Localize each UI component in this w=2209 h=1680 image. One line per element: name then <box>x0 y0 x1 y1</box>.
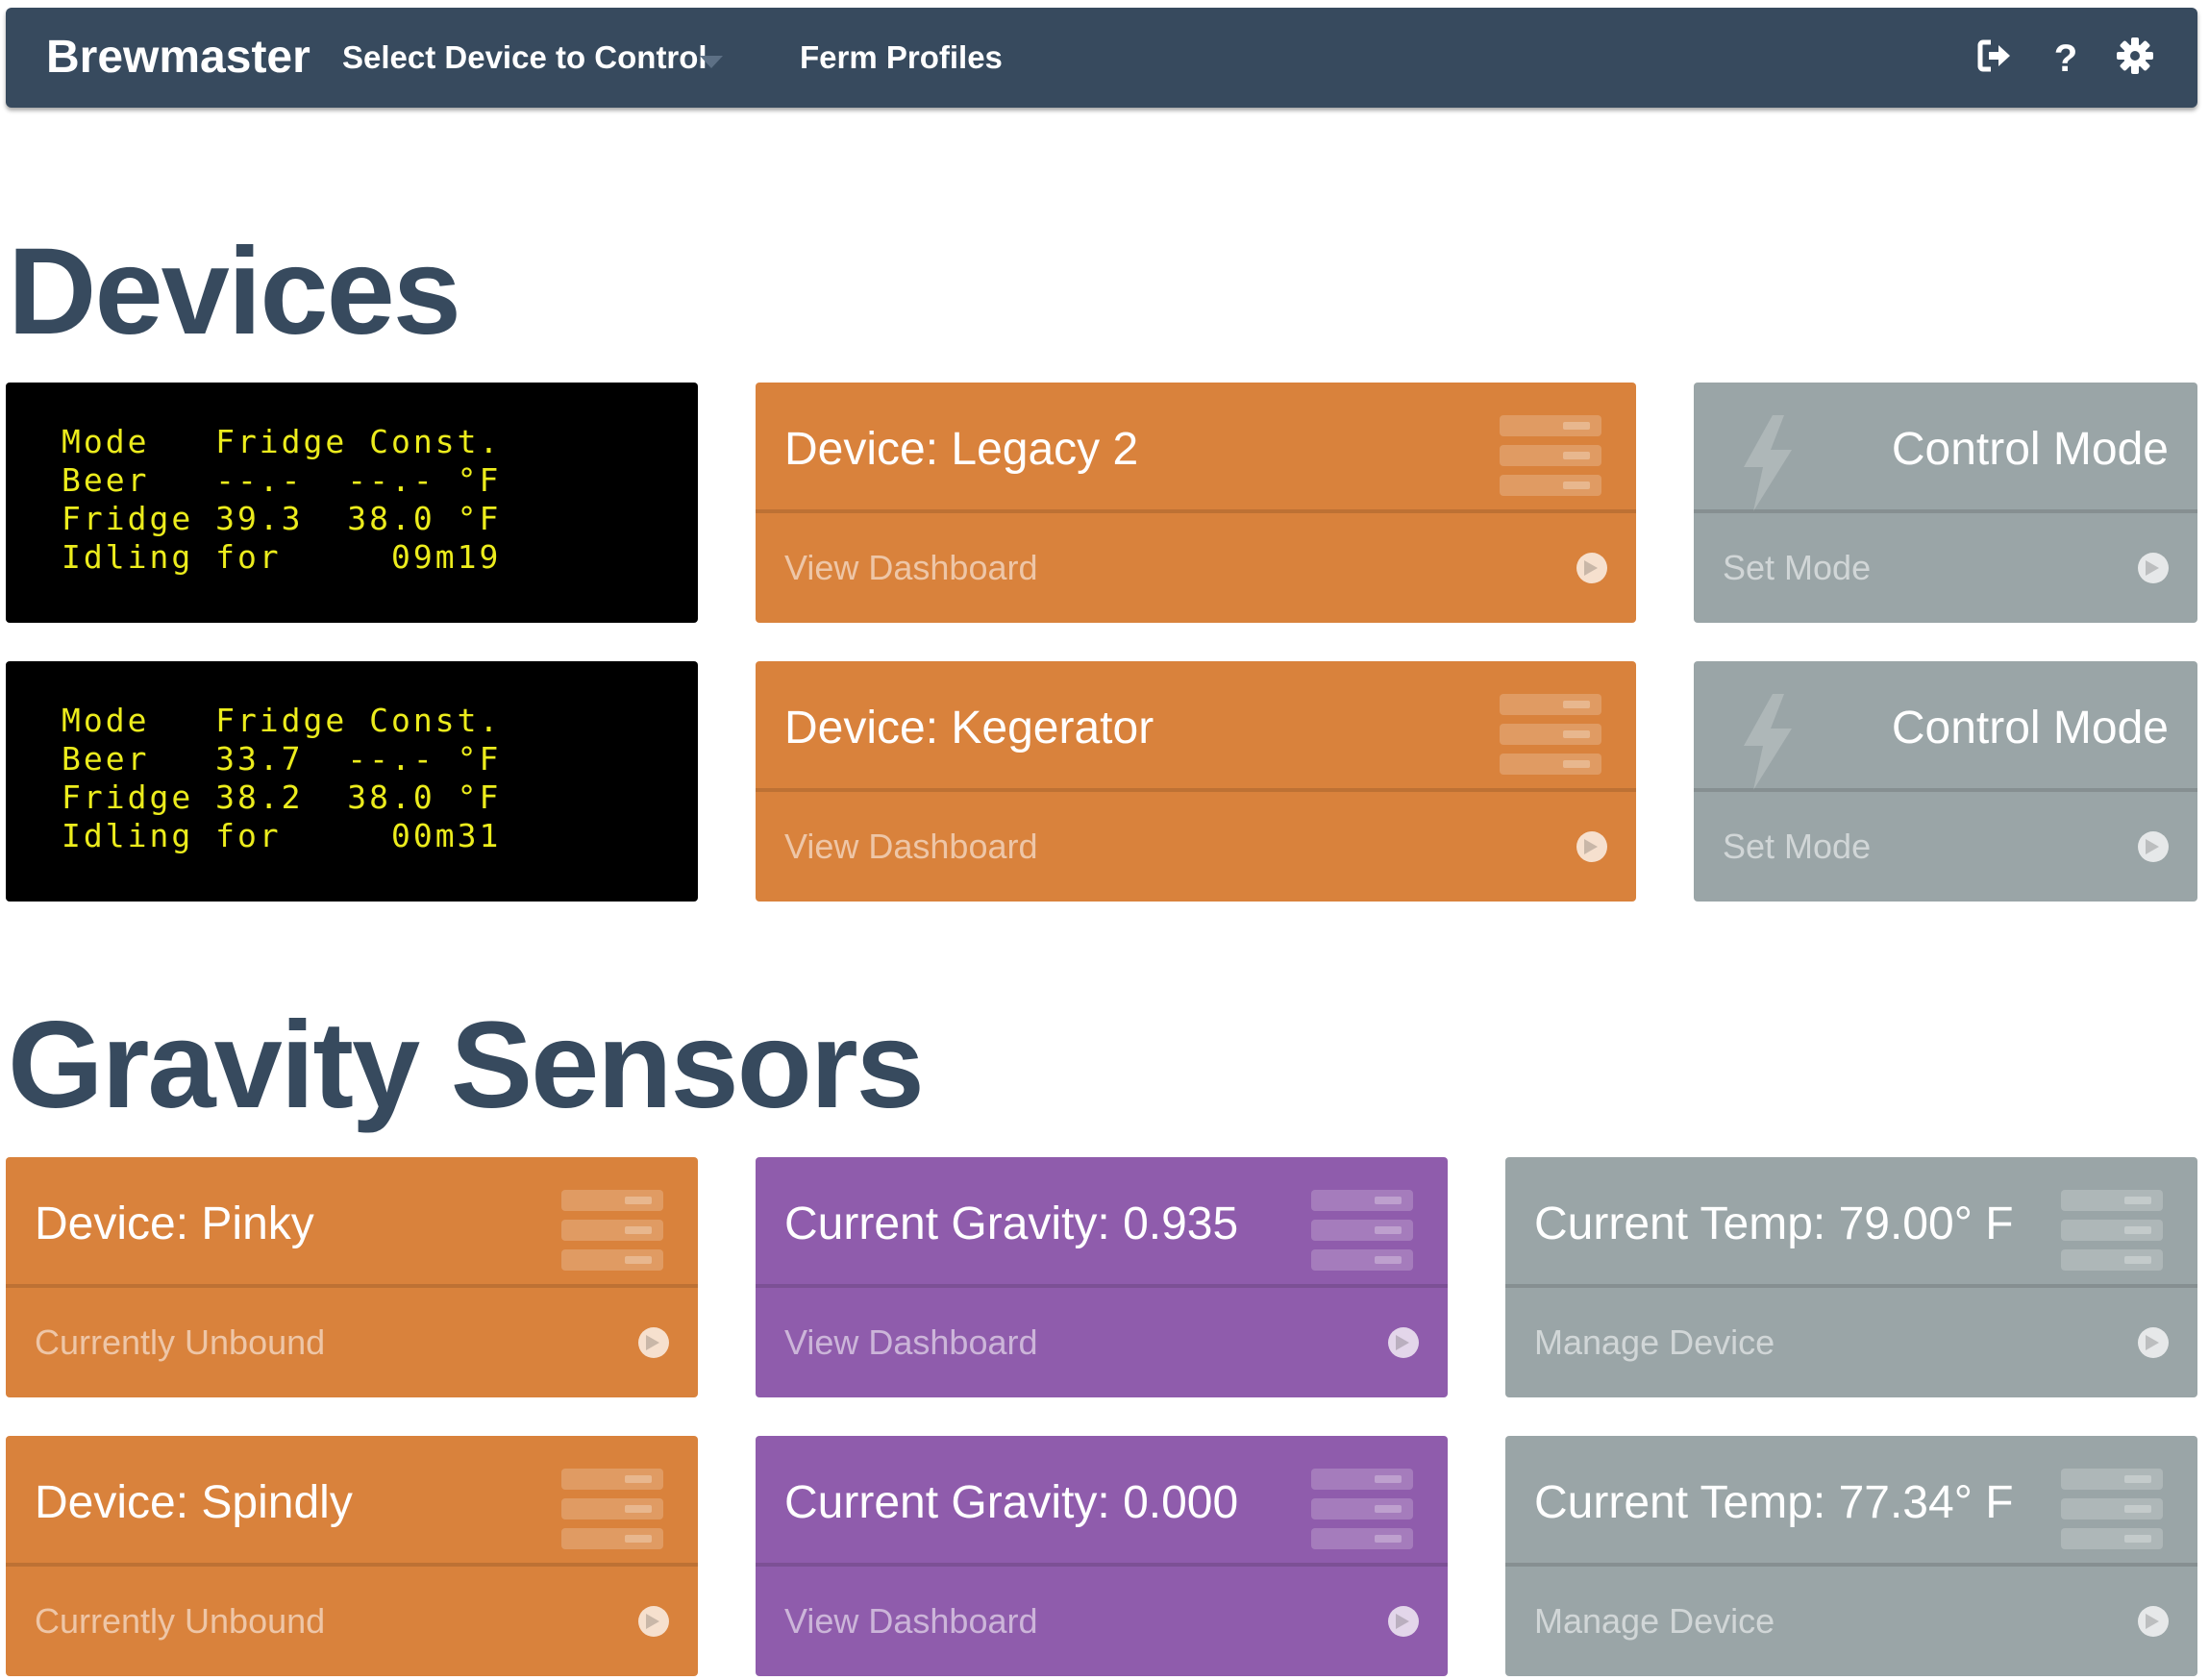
arrow-circle-right-icon <box>1576 553 1607 583</box>
panel-heading: Current Gravity: 0.935 <box>756 1157 1448 1288</box>
devices-heading: Devices <box>8 223 461 360</box>
set-mode-link[interactable]: Set Mode <box>1694 792 2197 902</box>
arrow-circle-right-icon <box>2138 1606 2169 1637</box>
sign-out-icon[interactable] <box>1973 37 2017 81</box>
panel-heading: Device: Legacy 2 <box>756 383 1636 513</box>
device-title: Device: Kegerator <box>784 703 1154 754</box>
server-icon <box>561 1469 663 1549</box>
link-label: Manage Device <box>1534 1322 1775 1362</box>
control-mode-panel: Control Mode Set Mode <box>1694 383 2197 623</box>
view-dashboard-link[interactable]: View Dashboard <box>756 513 1636 623</box>
current-temp-title: Current Temp: 79.00° F <box>1534 1198 2014 1249</box>
gravity-panel: Current Gravity: 0.000 View Dashboard <box>756 1436 1448 1676</box>
panel-heading: Current Temp: 77.34° F <box>1505 1436 2197 1567</box>
sensor-device-title: Device: Pinky <box>35 1198 314 1249</box>
panel-heading: Device: Spindly <box>6 1436 698 1567</box>
link-label: View Dashboard <box>784 548 1038 587</box>
arrow-circle-right-icon <box>2138 1327 2169 1358</box>
server-icon <box>1311 1469 1413 1549</box>
panel-heading: Control Mode <box>1694 661 2197 792</box>
server-icon <box>1311 1190 1413 1271</box>
server-icon <box>2061 1469 2163 1549</box>
currently-unbound-link[interactable]: Currently Unbound <box>6 1567 698 1676</box>
server-icon <box>561 1190 663 1271</box>
sensor-device-title: Device: Spindly <box>35 1477 353 1528</box>
lcd-display: Mode Fridge Const. Beer 33.7 --.- °F Fri… <box>6 661 698 902</box>
panel-heading: Control Mode <box>1694 383 2197 513</box>
current-gravity-title: Current Gravity: 0.000 <box>784 1477 1239 1528</box>
question-icon[interactable]: ? <box>2053 37 2078 80</box>
device-panel: Device: Legacy 2 View Dashboard <box>756 383 1636 623</box>
control-mode-title: Control Mode <box>1891 703 2169 754</box>
arrow-circle-right-icon <box>1388 1606 1419 1637</box>
lcd-line: Beer 33.7 --.- °F <box>62 740 502 778</box>
view-dashboard-link[interactable]: View Dashboard <box>756 792 1636 902</box>
arrow-circle-right-icon <box>2138 831 2169 862</box>
device-panel: Device: Kegerator View Dashboard <box>756 661 1636 902</box>
panel-heading: Current Temp: 79.00° F <box>1505 1157 2197 1288</box>
arrow-circle-right-icon <box>1388 1327 1419 1358</box>
panel-heading: Device: Pinky <box>6 1157 698 1288</box>
arrow-circle-right-icon <box>638 1606 669 1637</box>
temperature-panel: Current Temp: 77.34° F Manage Device <box>1505 1436 2197 1676</box>
lcd-line: Fridge 39.3 38.0 °F <box>62 500 502 537</box>
set-mode-link[interactable]: Set Mode <box>1694 513 2197 623</box>
sensor-device-panel: Device: Pinky Currently Unbound <box>6 1157 698 1397</box>
lightning-bolt-icon <box>1744 415 1792 511</box>
lightning-bolt-icon <box>1744 694 1792 790</box>
gear-icon[interactable] <box>2113 37 2157 81</box>
link-label: View Dashboard <box>784 827 1038 866</box>
brand-logo[interactable]: Brewmaster <box>46 32 310 83</box>
lcd-line: Idling for 09m19 <box>62 538 502 576</box>
sensor-device-panel: Device: Spindly Currently Unbound <box>6 1436 698 1676</box>
gravity-panel: Current Gravity: 0.935 View Dashboard <box>756 1157 1448 1397</box>
link-label: View Dashboard <box>784 1601 1038 1641</box>
link-label: Set Mode <box>1723 548 1872 587</box>
lcd-line: Idling for 00m31 <box>62 817 502 854</box>
currently-unbound-link[interactable]: Currently Unbound <box>6 1288 698 1397</box>
manage-device-link[interactable]: Manage Device <box>1505 1288 2197 1397</box>
link-label: Currently Unbound <box>35 1322 326 1362</box>
view-dashboard-link[interactable]: View Dashboard <box>756 1567 1448 1676</box>
link-label: Currently Unbound <box>35 1601 326 1641</box>
current-temp-title: Current Temp: 77.34° F <box>1534 1477 2014 1528</box>
link-label: Set Mode <box>1723 827 1872 866</box>
lcd-line: Beer --.- --.- °F <box>62 461 502 499</box>
control-mode-title: Control Mode <box>1891 424 2169 475</box>
panel-heading: Current Gravity: 0.000 <box>756 1436 1448 1567</box>
panel-heading: Device: Kegerator <box>756 661 1636 792</box>
gravity-sensors-heading: Gravity Sensors <box>8 997 925 1134</box>
arrow-circle-right-icon <box>638 1327 669 1358</box>
link-label: Manage Device <box>1534 1601 1775 1641</box>
server-icon <box>2061 1190 2163 1271</box>
link-label: View Dashboard <box>784 1322 1038 1362</box>
arrow-circle-right-icon <box>1576 831 1607 862</box>
ferm-profiles-link[interactable]: Ferm Profiles <box>800 39 1003 75</box>
top-navbar: Brewmaster Select Device to Control Ferm… <box>6 8 2197 108</box>
current-gravity-title: Current Gravity: 0.935 <box>784 1198 1239 1249</box>
manage-device-link[interactable]: Manage Device <box>1505 1567 2197 1676</box>
lcd-line: Mode Fridge Const. <box>62 423 502 460</box>
lcd-display: Mode Fridge Const. Beer --.- --.- °F Fri… <box>6 383 698 623</box>
lcd-line: Fridge 38.2 38.0 °F <box>62 778 502 816</box>
control-mode-panel: Control Mode Set Mode <box>1694 661 2197 902</box>
lcd-line: Mode Fridge Const. <box>62 702 502 739</box>
server-icon <box>1500 694 1601 775</box>
view-dashboard-link[interactable]: View Dashboard <box>756 1288 1448 1397</box>
temperature-panel: Current Temp: 79.00° F Manage Device <box>1505 1157 2197 1397</box>
chevron-down-icon[interactable] <box>700 56 723 68</box>
arrow-circle-right-icon <box>2138 553 2169 583</box>
server-icon <box>1500 415 1601 496</box>
device-title: Device: Legacy 2 <box>784 424 1139 475</box>
device-select-dropdown[interactable]: Select Device to Control <box>342 39 707 75</box>
